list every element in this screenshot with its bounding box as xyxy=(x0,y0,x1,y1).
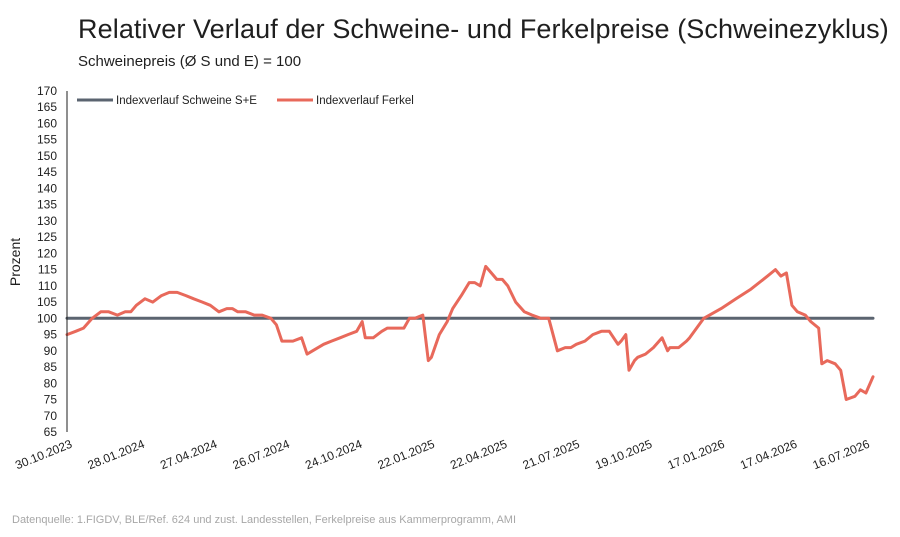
y-tick-label: 70 xyxy=(44,409,58,423)
chart-title: Relativer Verlauf der Schweine- und Ferk… xyxy=(78,14,889,44)
y-tick-label: 105 xyxy=(37,295,57,309)
x-tick-label: 21.07.2025 xyxy=(521,437,582,473)
y-tick-label: 150 xyxy=(37,149,57,163)
y-tick-label: 95 xyxy=(44,328,58,342)
y-tick-label: 125 xyxy=(37,230,57,244)
y-axis-label: Prozent xyxy=(7,238,23,286)
legend-label-ferkel: Indexverlauf Ferkel xyxy=(316,95,414,107)
x-tick-label: 17.04.2026 xyxy=(738,437,799,473)
x-axis-ticks: 30.10.2023 28.01.2024 27.04.2024 26.07.2024… xyxy=(13,437,872,473)
y-tick-label: 145 xyxy=(37,165,57,179)
y-tick-label: 135 xyxy=(37,198,57,212)
y-tick-label: 90 xyxy=(44,344,58,358)
legend-label-schweine: Indexverlauf Schweine S+E xyxy=(116,95,257,107)
y-tick-label: 170 xyxy=(37,84,57,98)
legend: Indexverlauf Schweine S+E Indexverlauf Fe… xyxy=(77,95,414,107)
chart-subtitle: Schweinepreis (Ø S und E) = 100 xyxy=(78,53,302,70)
y-axis-ticks: 65 70 75 80 85 90 95 100 105 110 115 120 125 130 135 14… xyxy=(37,84,57,439)
y-tick-label: 115 xyxy=(38,263,57,277)
y-tick-label: 130 xyxy=(37,214,57,228)
x-tick-label: 16.07.2026 xyxy=(811,437,872,473)
x-tick-label: 27.04.2024 xyxy=(158,437,219,473)
y-tick-label: 65 xyxy=(44,425,58,439)
y-tick-label: 75 xyxy=(44,393,58,407)
x-tick-label: 22.04.2025 xyxy=(448,437,509,473)
x-tick-label: 28.01.2024 xyxy=(86,437,147,473)
y-tick-label: 160 xyxy=(37,116,57,130)
x-tick-label: 22.01.2025 xyxy=(376,437,437,473)
y-tick-label: 165 xyxy=(37,100,57,114)
y-tick-label: 155 xyxy=(37,133,57,147)
y-tick-label: 110 xyxy=(38,279,57,293)
x-tick-label: 19.10.2025 xyxy=(593,437,654,473)
x-tick-label: 30.10.2023 xyxy=(13,437,74,473)
y-tick-label: 80 xyxy=(44,376,58,390)
series-line-ferkel xyxy=(65,264,875,401)
source-note: Datenquelle: 1.FIGDV, BLE/Ref. 624 und z… xyxy=(12,514,517,526)
series-layer xyxy=(65,91,875,432)
x-tick-label: 17.01.2026 xyxy=(666,437,727,473)
y-tick-label: 100 xyxy=(37,311,57,325)
y-tick-label: 85 xyxy=(44,360,58,374)
y-tick-label: 140 xyxy=(37,181,57,195)
x-tick-label: 24.10.2024 xyxy=(303,437,364,473)
x-tick-label: 26.07.2024 xyxy=(231,437,292,473)
y-tick-label: 120 xyxy=(37,246,57,260)
